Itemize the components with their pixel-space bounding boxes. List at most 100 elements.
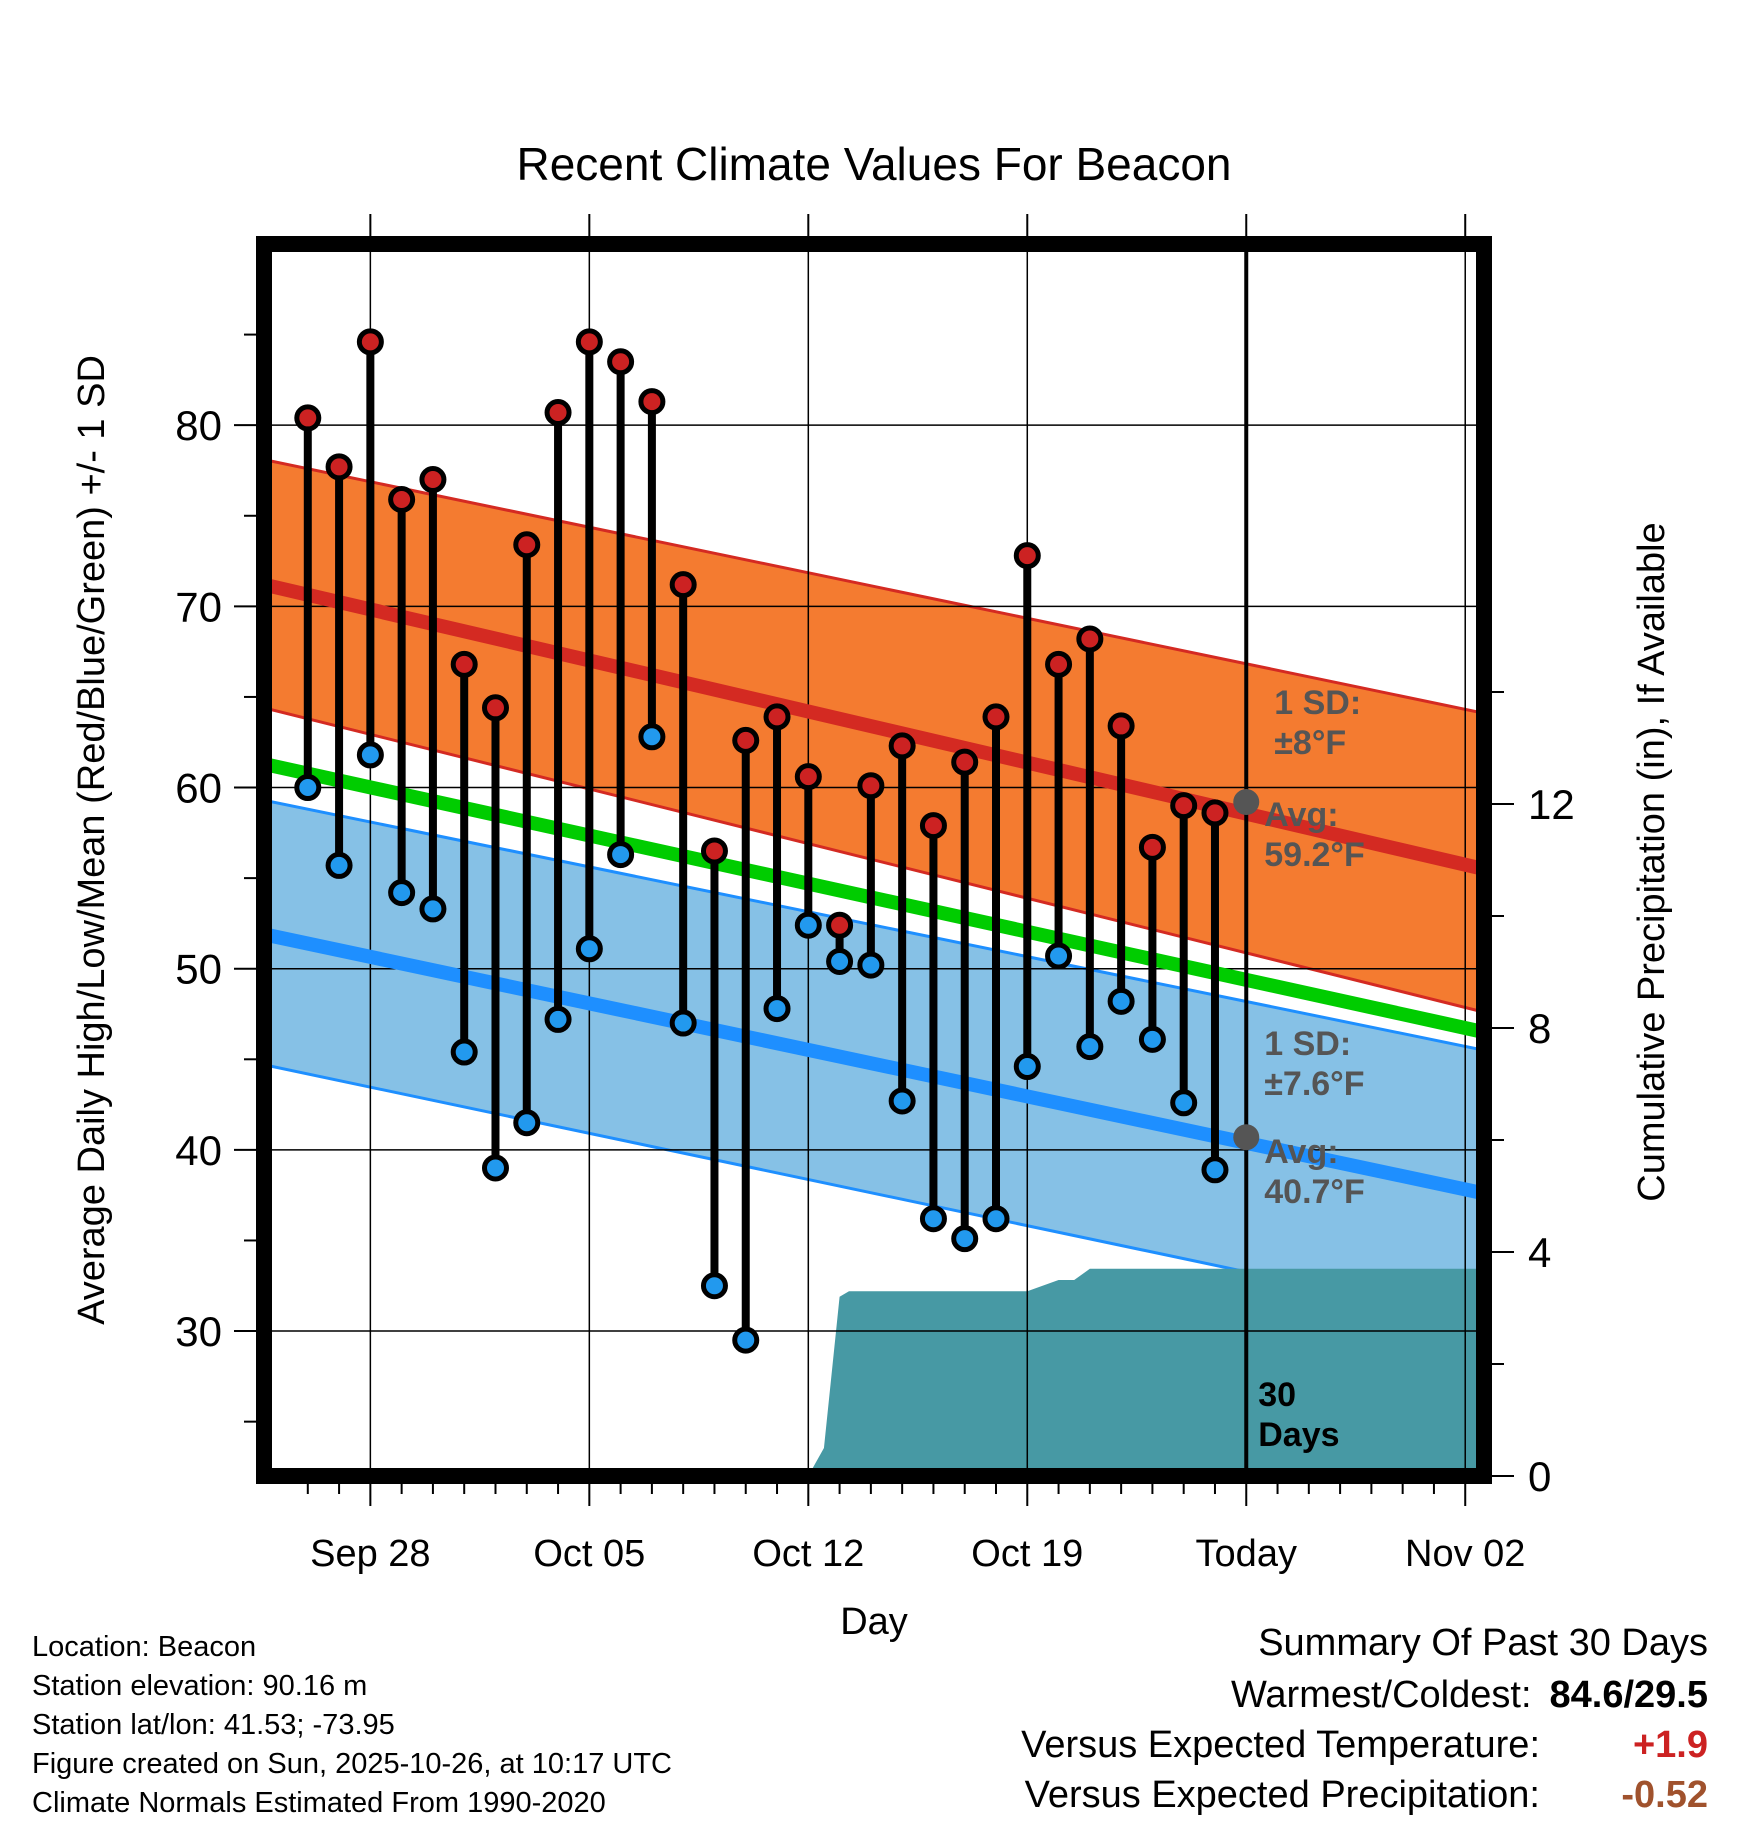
created-text: Figure created on Sun, 2025-10-26, at 10… (32, 1748, 672, 1780)
daily-high-point (325, 453, 353, 481)
x-tick-label: Oct 19 (971, 1533, 1083, 1575)
daily-low-point (857, 951, 885, 979)
daily-high-point (1076, 625, 1104, 653)
y2-axis-label: Cumulative Precipitation (in), If Availa… (1631, 522, 1673, 1201)
daily-high-point (638, 388, 666, 416)
low-sd-value: ±7.6°F (1264, 1065, 1364, 1103)
daily-high-point (982, 703, 1010, 731)
plot-frame (256, 236, 1492, 1484)
daily-high-point (1045, 650, 1073, 678)
daily-high-point (1107, 712, 1135, 740)
daily-low-point (1201, 1156, 1229, 1184)
daily-low-point (763, 995, 791, 1023)
daily-high-point (826, 911, 854, 939)
precip-value: -0.52 (1621, 1774, 1708, 1816)
daily-high-point (513, 531, 541, 559)
daily-high-point (481, 694, 509, 722)
chart-title: Recent Climate Values For Beacon (516, 138, 1231, 190)
daily-high-point (1170, 792, 1198, 820)
y2-tick-label: 12 (1528, 781, 1575, 828)
precip-area (264, 1268, 1484, 1476)
summary-warm-cold: Warmest/Coldest: 84.6/29.5 (1231, 1674, 1708, 1717)
temp-value: +1.9 (1632, 1724, 1708, 1766)
daily-low-point (826, 947, 854, 975)
daily-high-point (951, 748, 979, 776)
warm-cold-label: Warmest/Coldest: (1230, 1674, 1532, 1716)
daily-high-point (1013, 542, 1041, 570)
daily-low-point (982, 1205, 1010, 1233)
daily-low-point (294, 774, 322, 802)
daily-low-point (419, 895, 447, 923)
daily-low-point (1013, 1053, 1041, 1081)
high-sd-label: 1 SD: (1274, 684, 1361, 722)
temp-label: Versus Expected Temperature: (1021, 1724, 1540, 1766)
low-avg-label: Avg: (1264, 1133, 1338, 1171)
today-low-avg-marker (1233, 1124, 1260, 1151)
y-tick-label: 70 (175, 583, 222, 630)
y-tick-label: 30 (175, 1308, 222, 1355)
summary-title: Summary Of Past 30 Days (1258, 1622, 1708, 1664)
daily-high-point (732, 726, 760, 754)
warm-cold-value: 84.6/29.5 (1549, 1674, 1708, 1716)
normal-high-line (264, 577, 1484, 876)
daily-high-point (700, 837, 728, 865)
daily-high-point (294, 404, 322, 432)
high-normal-band (264, 458, 1484, 1014)
daily-high-point (669, 571, 697, 599)
daily-low-point (888, 1087, 916, 1115)
y-tick-label: 60 (175, 765, 222, 812)
daily-high-point (356, 328, 384, 356)
x-axis-label: Day (840, 1601, 908, 1643)
daily-high-point (544, 398, 572, 426)
x-tick-label: Nov 02 (1405, 1533, 1525, 1575)
y-tick-label: 40 (175, 1127, 222, 1174)
daily-low-point (1170, 1089, 1198, 1117)
plot-area (264, 244, 1484, 1476)
daily-low-point (919, 1205, 947, 1233)
latlon-text: Station lat/lon: 41.53; -73.95 (32, 1709, 395, 1741)
x-tick-label: Oct 05 (533, 1533, 645, 1575)
daily-low-point (544, 1005, 572, 1033)
daily-low-point (1045, 942, 1073, 970)
today-high-avg-marker (1233, 789, 1260, 816)
daily-low-point (450, 1038, 478, 1066)
daily-high-point (794, 763, 822, 791)
daily-low-point (356, 741, 384, 769)
low-sd-label: 1 SD: (1264, 1025, 1351, 1063)
daily-low-point (325, 851, 353, 879)
daily-high-point (763, 703, 791, 731)
summary-temp: Versus Expected Temperature: +1.9 (1021, 1724, 1708, 1767)
daily-high-point (1201, 799, 1229, 827)
x-tick-label: Sep 28 (310, 1533, 430, 1575)
y-axis-label: Average Daily High/Low/Mean (Red/Blue/Gr… (71, 355, 113, 1325)
daily-low-point (513, 1109, 541, 1137)
precip-label: Versus Expected Precipitation: (1024, 1774, 1540, 1816)
daily-low-point (951, 1225, 979, 1253)
daily-low-point (1076, 1033, 1104, 1061)
daily-low-point (794, 911, 822, 939)
y-tick-label: 80 (175, 402, 222, 449)
y-tick-label: 50 (175, 946, 222, 993)
daily-high-point (888, 732, 916, 760)
normals-text: Climate Normals Estimated From 1990-2020 (32, 1787, 606, 1819)
daily-low-point (1107, 987, 1135, 1015)
high-sd-value: ±8°F (1274, 724, 1346, 762)
y2-tick-label: 4 (1528, 1229, 1551, 1276)
daily-high-point (1138, 833, 1166, 861)
y2-tick-label: 0 (1528, 1453, 1551, 1500)
daily-low-point (607, 841, 635, 869)
daily-high-point (419, 466, 447, 494)
daily-high-point (857, 772, 885, 800)
daily-low-point (669, 1009, 697, 1037)
elevation-text: Station elevation: 90.16 m (32, 1670, 368, 1702)
summary-precip: Versus Expected Precipitation: -0.52 (1025, 1774, 1708, 1817)
daily-low-point (638, 723, 666, 751)
daily-low-point (732, 1326, 760, 1354)
daily-high-point (450, 650, 478, 678)
low-avg-value: 40.7°F (1264, 1173, 1365, 1211)
daily-high-point (919, 812, 947, 840)
x-tick-label: Today (1196, 1533, 1297, 1575)
high-avg-value: 59.2°F (1264, 836, 1365, 874)
daily-low-point (388, 879, 416, 907)
